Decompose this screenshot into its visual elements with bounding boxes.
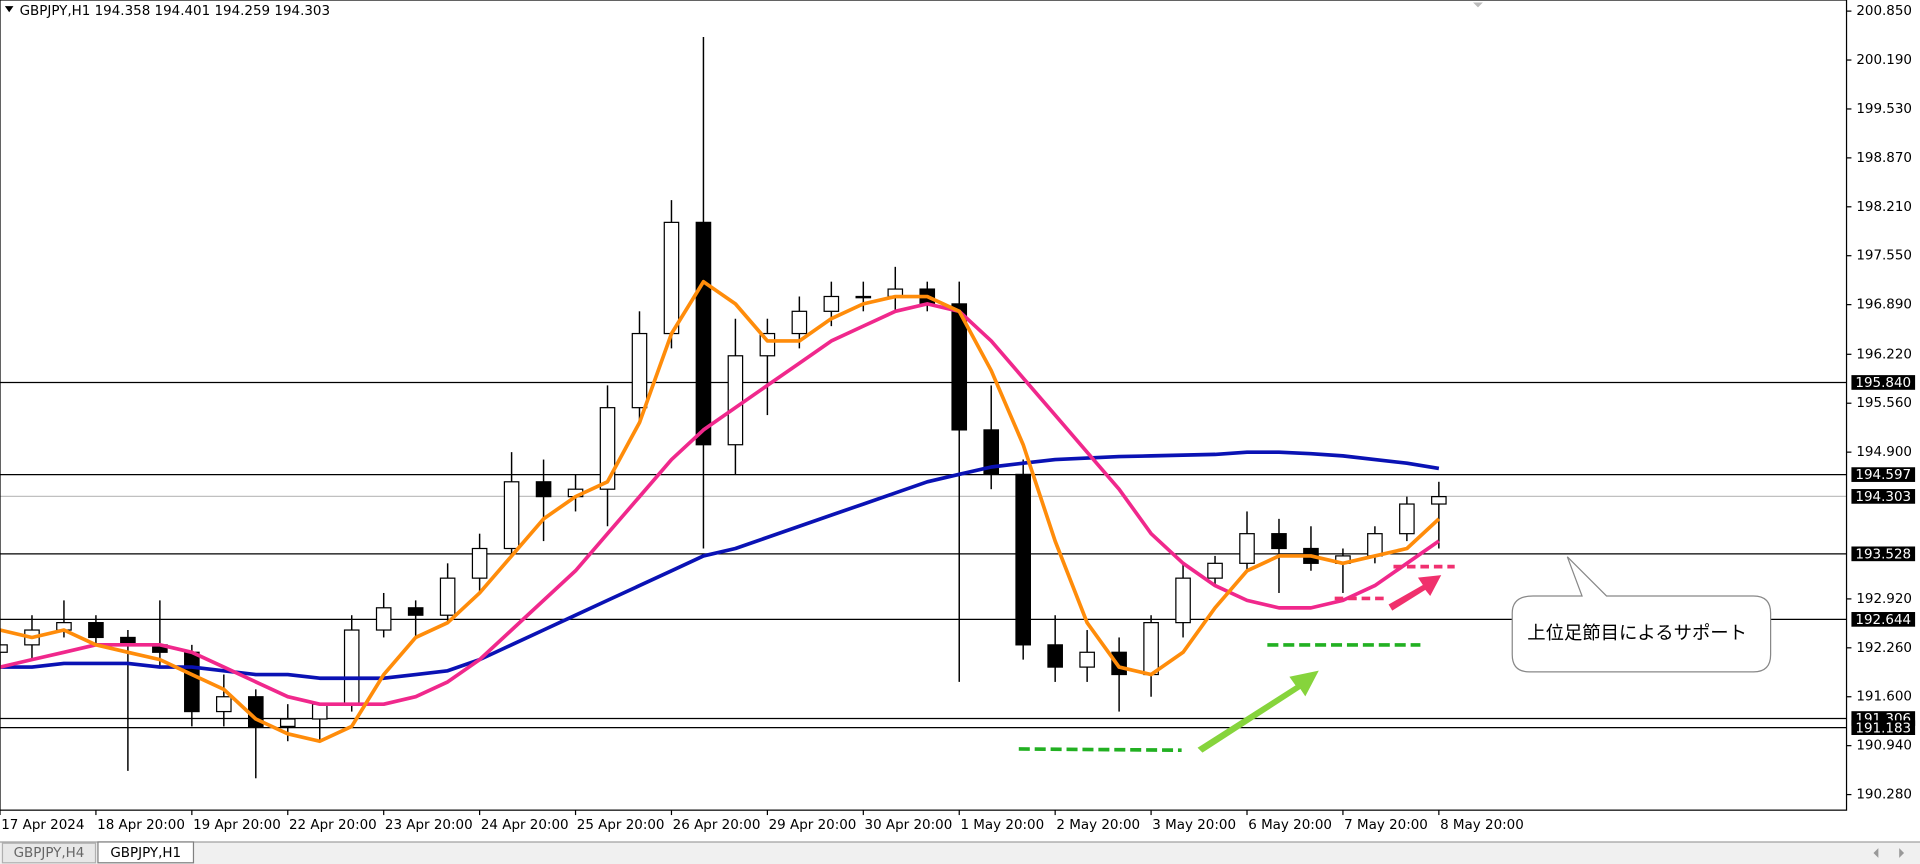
candle-body (1143, 622, 1159, 676)
scroll-right[interactable] (1899, 848, 1905, 858)
candle-body (1431, 496, 1447, 505)
candle-body (1271, 533, 1287, 550)
candle-body (1239, 533, 1255, 564)
price-label: 195.840 (1855, 376, 1911, 391)
y-tick-label: 190.940 (1856, 739, 1912, 754)
callout (1511, 556, 1772, 673)
y-tick-label: 196.220 (1856, 347, 1912, 362)
price-label: 194.597 (1855, 468, 1911, 483)
support-dash (1018, 747, 1182, 753)
tab[interactable] (1, 842, 97, 864)
candle-body (279, 718, 296, 728)
candle-body (1047, 644, 1063, 668)
annotations: 上位足節目によるサポート (1018, 556, 1772, 753)
x-tick-label: 24 Apr 20:00 (481, 818, 569, 833)
y-tick-label: 199.530 (1856, 102, 1912, 117)
candle-body (343, 629, 360, 705)
price-label-box (1851, 720, 1916, 735)
tab-active[interactable] (97, 841, 195, 864)
x-tick-label: 22 Apr 20:00 (289, 818, 377, 833)
candle-body (631, 332, 648, 409)
y-tick-label: 192.920 (1856, 592, 1912, 607)
candle-body (983, 429, 1000, 475)
candle-body (1207, 562, 1223, 579)
candle-body (663, 221, 680, 335)
arrow (1197, 670, 1319, 753)
candle-body (471, 547, 488, 579)
candle-body (375, 607, 392, 631)
callout-text: 上位足節目によるサポート (1527, 623, 1747, 644)
price-label: 193.528 (1855, 547, 1911, 562)
plot-frame (0, 0, 1848, 811)
candle-body (311, 703, 328, 720)
candle-body (216, 696, 232, 713)
scroll-left[interactable] (1873, 848, 1879, 858)
moving-average (0, 279, 1441, 744)
plot-area: 200.850 200.190 199.530 198.870 198.210 197.5… (0, 4, 1916, 833)
y-tick-label: 197.550 (1856, 249, 1912, 264)
price-label-box (1851, 546, 1916, 562)
x-tick-label: 29 Apr 20:00 (769, 818, 857, 833)
candle-body (823, 295, 840, 312)
x-tick-label: 18 Apr 20:00 (97, 818, 185, 833)
tab-bar (0, 841, 1920, 864)
candle-body (503, 481, 520, 550)
arrow (1388, 575, 1442, 611)
candle-body (1399, 503, 1415, 535)
y-tick-label: 200.850 (1856, 4, 1912, 19)
x-tick-label: 25 Apr 20:00 (577, 818, 665, 833)
x-tick-label: 26 Apr 20:00 (673, 818, 761, 833)
candle-body (0, 644, 8, 653)
x-tick-label: 19 Apr 20:00 (193, 818, 281, 833)
x-tick-label: 17 Apr 2024 (1, 818, 84, 833)
y-tick-label: 194.900 (1856, 445, 1912, 460)
price-label-box (1851, 375, 1916, 390)
y-tick-label: 195.560 (1856, 396, 1912, 411)
price-label-box (1851, 489, 1916, 504)
y-tick-label: 196.890 (1856, 298, 1912, 313)
candle-body (535, 481, 552, 498)
x-tick-label: 23 Apr 20:00 (385, 818, 473, 833)
shift-marker (1473, 2, 1483, 8)
candle-body (88, 622, 104, 639)
chart-title: GBPJPY,H1 194.358 194.401 194.259 194.30… (20, 4, 330, 19)
y-tick-label: 191.600 (1856, 690, 1912, 705)
y-tick-label: 198.210 (1856, 200, 1912, 215)
candle-body (439, 577, 456, 616)
candle-body (184, 651, 200, 713)
price-label-box (1851, 467, 1916, 482)
x-tick-label: 8 May 20:00 (1440, 818, 1524, 833)
candle-body (855, 295, 872, 299)
price-label: 191.183 (1855, 721, 1911, 736)
candle-body (1367, 533, 1383, 557)
tab-label[interactable]: GBPJPY,H4 (14, 846, 85, 861)
x-tick-label: 3 May 20:00 (1152, 818, 1236, 833)
candle-body (951, 303, 968, 431)
price-label-box (1851, 612, 1916, 627)
x-tick-label: 6 May 20:00 (1248, 818, 1332, 833)
tab-label[interactable]: GBPJPY,H1 (110, 846, 181, 861)
candle-body (407, 607, 424, 616)
y-tick-label: 200.190 (1856, 53, 1912, 68)
candle-body (791, 310, 808, 335)
candle-body (695, 221, 712, 446)
candle-body (599, 407, 616, 490)
y-tick-label: 198.870 (1856, 151, 1912, 166)
x-tick-label: 2 May 20:00 (1056, 818, 1140, 833)
title-arrow (4, 6, 14, 13)
y-tick-label: 192.260 (1856, 641, 1912, 656)
price-label: 192.644 (1855, 613, 1911, 628)
price-label: 194.303 (1855, 490, 1911, 505)
candle-body (1015, 473, 1031, 646)
y-tick-label: 190.280 (1856, 788, 1912, 803)
moving-average (0, 302, 1440, 707)
x-tick-label: 1 May 20:00 (960, 818, 1044, 833)
candle-body (1079, 651, 1095, 668)
x-tick-label: 7 May 20:00 (1344, 818, 1428, 833)
candle-body (727, 355, 744, 446)
candle-body (1175, 577, 1191, 624)
x-tick-label: 30 Apr 20:00 (865, 818, 953, 833)
candle-body (1111, 651, 1127, 676)
